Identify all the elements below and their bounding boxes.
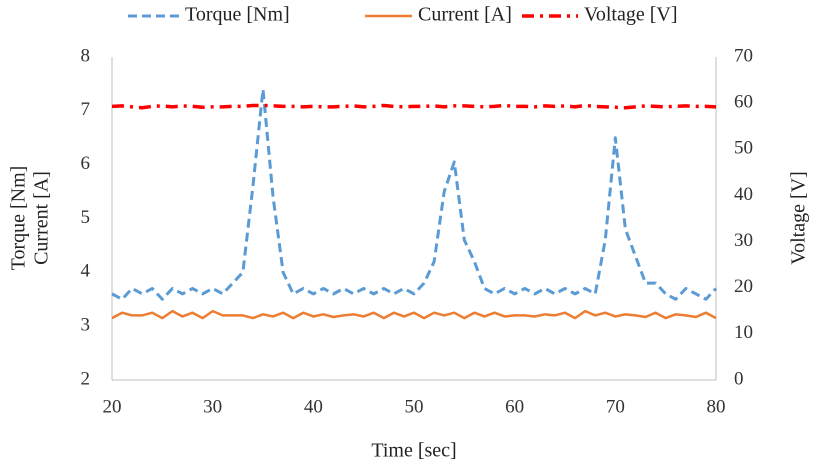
y-tick-label: 8 <box>81 45 91 66</box>
y2-tick-label: 10 <box>734 322 753 343</box>
x-tick-label: 50 <box>405 396 424 417</box>
y2-tick-label: 70 <box>734 45 753 66</box>
x-axis-title: Time [sec] <box>371 440 456 462</box>
x-tick-label: 80 <box>707 396 726 417</box>
x-tick-label: 30 <box>203 396 222 417</box>
y-tick-label: 6 <box>81 153 91 174</box>
y-tick-label: 4 <box>81 261 91 282</box>
x-tick-label: 40 <box>304 396 323 417</box>
series-line <box>111 309 717 320</box>
y-axis-title: Torque [Nm] <box>8 166 30 271</box>
y2-tick-label: 30 <box>734 230 753 251</box>
y2-tick-label: 50 <box>734 138 753 159</box>
y-tick-label: 3 <box>81 315 91 336</box>
legend-label: Current [A] <box>418 4 512 26</box>
series-line <box>111 87 718 301</box>
y2-tick-label: 60 <box>734 92 753 113</box>
x-tick-label: 70 <box>606 396 625 417</box>
y-axis-title: Current [A] <box>31 171 53 265</box>
y-tick-label: 5 <box>81 207 91 228</box>
y-tick-label: 2 <box>81 368 91 389</box>
y-tick-label: 7 <box>81 99 91 120</box>
legend-label: Torque [Nm] <box>185 4 290 26</box>
y2-tick-label: 20 <box>734 276 753 297</box>
x-tick-label: 60 <box>505 396 524 417</box>
y2-axis-title: Voltage [V] <box>788 171 810 265</box>
y2-tick-label: 40 <box>734 184 753 205</box>
x-tick-label: 20 <box>103 396 122 417</box>
series-line <box>111 103 717 110</box>
y2-tick-label: 0 <box>734 368 744 389</box>
legend-label: Voltage [V] <box>584 4 678 26</box>
